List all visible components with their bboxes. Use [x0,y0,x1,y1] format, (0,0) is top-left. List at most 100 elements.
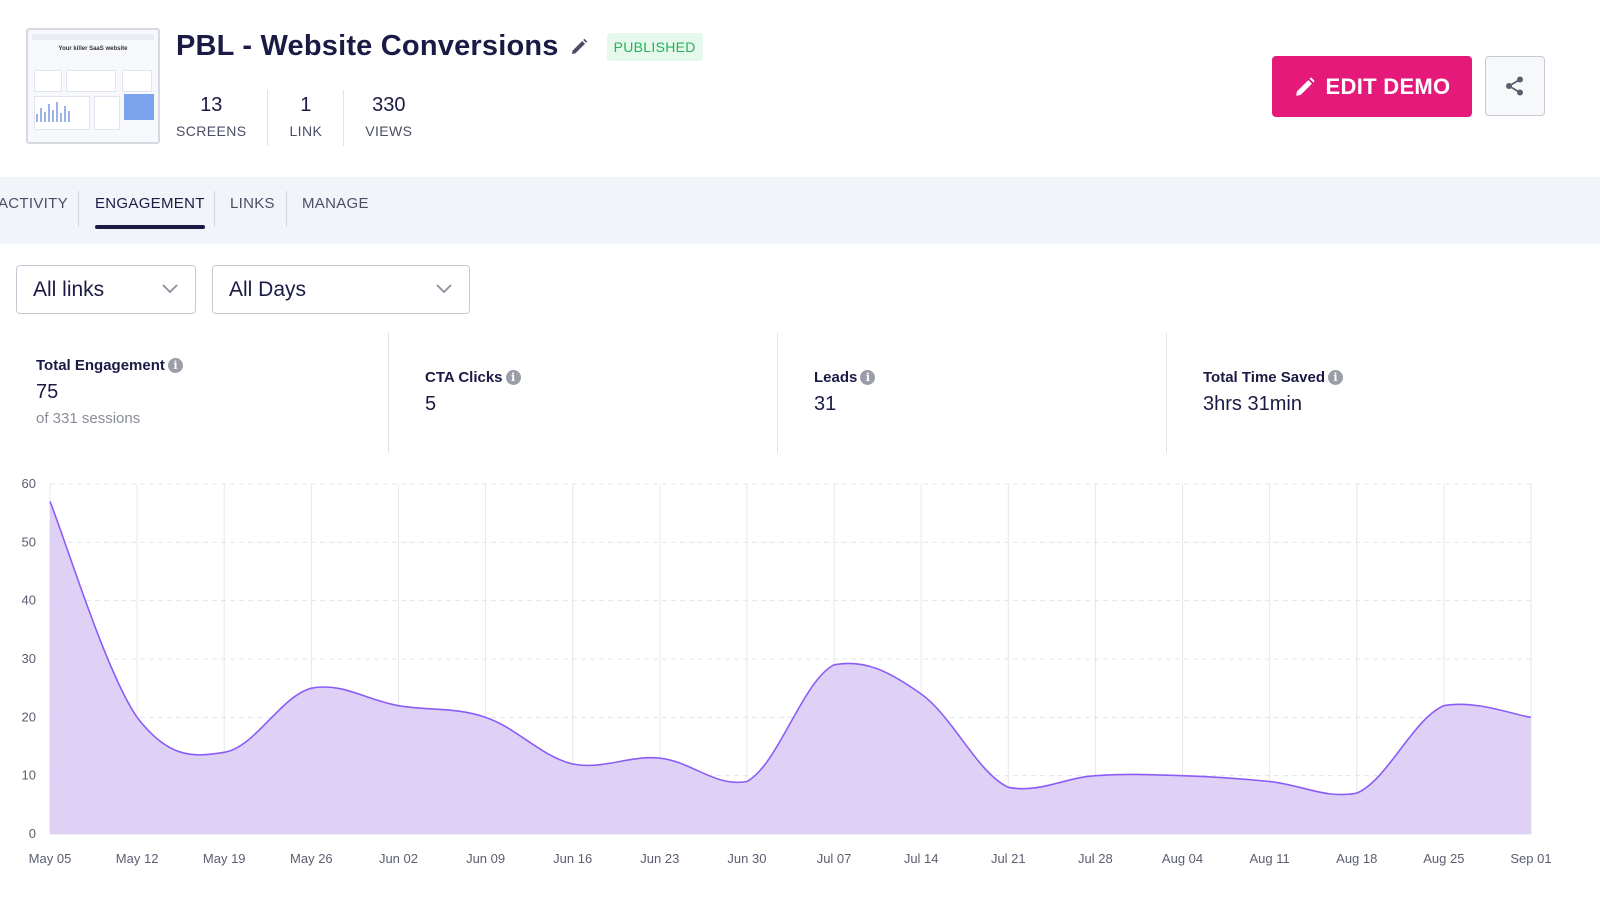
y-tick-label: 60 [22,476,36,491]
x-tick-label: Jun 23 [640,851,679,866]
metric-divider [1166,333,1167,453]
x-tick-label: Aug 25 [1423,851,1464,866]
stat-link-value: 1 [300,94,312,116]
edit-demo-button[interactable]: EDIT DEMO [1272,56,1472,117]
data-point [483,715,488,720]
data-point [1441,703,1446,708]
demo-header: Your killer SaaS website PBL - Website C… [0,0,1600,178]
days-filter-select[interactable]: All Days [212,265,470,314]
tab-manage[interactable]: MANAGE [302,195,369,212]
stat-screens-value: 13 [200,94,223,116]
demo-stats: 13 SCREENS 1 LINK 330 VIEWS [176,90,433,146]
days-filter-value: All Days [229,278,307,301]
metric-value: 31 [814,393,837,415]
engagement-series-line [49,501,1532,796]
metric-title: Leads [814,369,858,386]
engagement-area-fill [50,501,1531,834]
y-tick-label: 0 [29,826,36,841]
x-tick-label: Aug 04 [1162,851,1203,866]
edit-title-pencil-icon[interactable] [569,37,589,57]
pencil-icon [1295,76,1315,96]
links-filter-select[interactable]: All links [16,265,196,314]
stat-views-value: 330 [372,94,406,116]
tab-divider [214,191,215,227]
tab-divider [78,191,79,227]
x-tick-label: Jul 07 [817,851,852,866]
x-tick-label: May 19 [203,851,246,866]
info-icon[interactable]: i [505,370,521,385]
metric-value: 3hrs 31min [1203,393,1302,415]
metric-subtext: of 331 sessions [36,410,141,427]
y-tick-label: 30 [22,651,36,666]
stat-views-label: VIEWS [365,123,413,139]
data-point [222,750,227,755]
page-title: PBL - Website Conversions [176,30,559,62]
x-tick-label: Sep 01 [1510,851,1551,866]
stat-link-label: LINK [289,123,323,139]
stat-screens-label: SCREENS [176,123,247,139]
metric-total-engagement: Total Engagement i 75 of 331 sessions [36,333,183,453]
chevron-down-icon [162,284,178,294]
info-icon[interactable]: i [860,370,876,385]
stat-link: 1 LINK [268,90,345,146]
x-tick-label: May 12 [116,851,159,866]
y-tick-label: 10 [22,768,36,783]
engagement-chart: 0 10 20 30 40 50 60 May 05 May 12 May 19 May 26 Jun… [22,476,1552,866]
metric-title: Total Engagement [36,357,165,374]
metric-cta-clicks: CTA Clicks i 5 [425,333,521,453]
metric-title: CTA Clicks [425,369,503,386]
x-tick-label: May 05 [29,851,72,866]
metric-leads: Leads i 31 [814,333,876,453]
x-tick-label: Jun 30 [727,851,766,866]
tab-engagement[interactable]: ENGAGEMENT [95,195,205,229]
status-badge: PUBLISHED [606,32,703,61]
info-icon[interactable]: i [1328,370,1343,385]
stat-screens: 13 SCREENS [176,90,269,146]
x-tick-label: May 26 [290,851,333,866]
metric-title: Total Time Saved [1203,369,1325,386]
x-tick-label: Jul 28 [1078,851,1113,866]
x-tick-label: Jul 14 [904,851,939,866]
info-icon[interactable]: i [167,358,183,373]
share-button[interactable] [1485,56,1545,116]
demo-thumbnail[interactable]: Your killer SaaS website [26,28,160,144]
x-tick-label: Aug 18 [1336,851,1377,866]
data-point [570,762,575,767]
data-point [48,499,53,504]
chevron-down-icon [436,284,452,294]
tab-links[interactable]: LINKS [230,195,275,212]
metric-divider [388,333,389,453]
data-point [1180,773,1185,778]
x-tick-label: Aug 11 [1250,851,1290,866]
data-point [135,715,140,720]
data-point [1354,791,1359,796]
x-tick-label: Jul 21 [991,851,1026,866]
tab-bar: ACTIVITY ENGAGEMENT LINKS MANAGE [0,177,1600,244]
data-point [1529,715,1534,720]
x-tick-label: Jun 16 [553,851,592,866]
data-point [309,686,314,691]
tab-activity[interactable]: ACTIVITY [0,195,68,212]
stat-views: 330 VIEWS [344,90,433,146]
metric-value: 75 [36,381,59,403]
y-tick-label: 50 [22,534,36,549]
data-point [919,692,924,697]
metric-value: 5 [425,393,437,415]
y-tick-label: 20 [22,709,36,724]
data-point [396,703,401,708]
data-point [832,662,837,667]
thumbnail-title: Your killer SaaS website [58,46,128,52]
edit-demo-label: EDIT DEMO [1325,73,1451,99]
data-point [657,756,662,761]
links-filter-value: All links [33,278,105,301]
tab-divider [286,191,287,227]
data-point [744,779,749,784]
data-point [1267,779,1272,784]
metric-total-time-saved: Total Time Saved i 3hrs 31min [1203,333,1343,453]
data-point [1006,785,1011,790]
y-tick-label: 40 [22,593,36,608]
x-tick-label: Jun 02 [379,851,418,866]
x-tick-label: Jun 09 [466,851,505,866]
metric-divider [777,333,778,453]
data-point [1093,773,1098,778]
